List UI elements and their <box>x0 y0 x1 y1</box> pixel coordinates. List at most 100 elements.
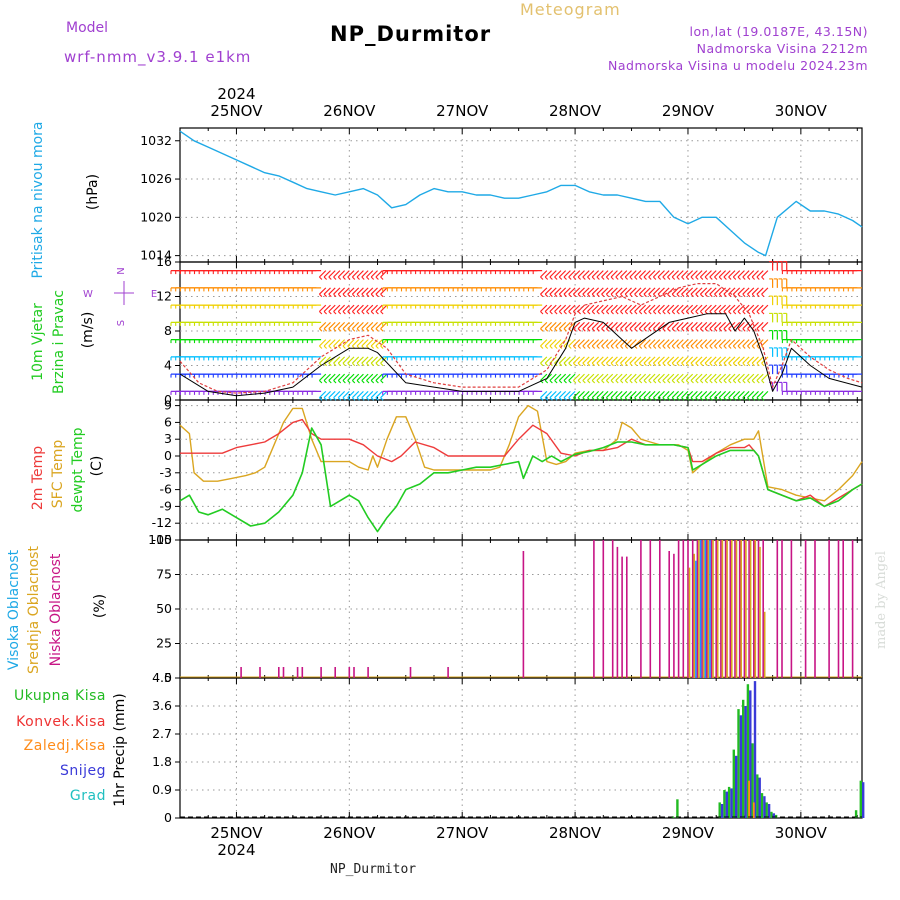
wind-barb <box>615 373 623 381</box>
wind-barb <box>629 356 637 364</box>
wind-barb <box>323 304 331 312</box>
wind-barb <box>652 287 661 295</box>
bar <box>301 667 304 678</box>
bar <box>699 540 702 678</box>
wind-barb <box>328 304 336 312</box>
wind-barb-flag <box>323 276 327 280</box>
wind-barb <box>657 321 665 330</box>
wind-barb-flag <box>714 362 718 367</box>
wind-barb-flag <box>328 380 332 384</box>
wind-barb <box>652 321 661 330</box>
wind-barb-flag <box>347 380 351 384</box>
wind-barb-flag <box>676 397 680 401</box>
wind-barb-flag <box>723 293 727 298</box>
wind-barb <box>615 390 623 399</box>
y-tick-label: 1026 <box>140 171 172 186</box>
wind-barb-flag <box>615 293 619 298</box>
wind-barb <box>714 270 722 278</box>
wind-barb <box>742 356 750 364</box>
wind-barb <box>375 356 383 364</box>
wind-barb-flag <box>356 380 360 384</box>
wind-barb-flag <box>352 397 356 401</box>
wind-barb <box>756 373 764 381</box>
bar <box>621 556 623 678</box>
wind-barb-flag <box>347 328 351 332</box>
wind-barb-flag <box>375 311 379 315</box>
wind-barb-flag <box>638 276 643 280</box>
wind-barb-flag <box>732 276 737 280</box>
wind-barb-flag <box>700 380 704 384</box>
wind-barb <box>634 287 642 295</box>
wind-barb-flag <box>737 276 741 280</box>
bar <box>759 546 761 678</box>
wind-barb <box>333 270 341 278</box>
wind-barb <box>544 287 552 295</box>
wind-barb <box>347 373 355 381</box>
bar <box>765 802 768 818</box>
bar <box>731 540 733 678</box>
wind-barb-flag <box>737 362 741 367</box>
wind-barb-flag <box>554 293 558 298</box>
wind-barb-flag <box>573 397 577 401</box>
wind-barb <box>695 390 703 399</box>
wind-barb-flag <box>333 293 337 298</box>
bar <box>730 788 733 818</box>
wind-barb-flag <box>558 380 563 384</box>
wind-barb <box>554 287 562 295</box>
wind-barb <box>563 390 571 399</box>
wind-barb <box>624 373 632 381</box>
wind-barb-flag <box>544 380 549 384</box>
wind-barb <box>662 304 670 312</box>
wind-barb <box>366 270 374 278</box>
wind-barb <box>681 321 689 330</box>
wind-barb-flag <box>606 293 610 298</box>
wind-barb-flag <box>676 311 680 315</box>
wind-barb <box>699 373 708 381</box>
wind-barb-flag <box>620 276 624 280</box>
wind-barb-flag <box>709 345 713 349</box>
wind-barb <box>596 321 604 330</box>
y-tick-label: -12 <box>152 515 172 530</box>
wind-barb <box>591 356 600 364</box>
bar <box>721 540 724 678</box>
wind-barb-flag <box>601 397 605 401</box>
wind-barb-flag <box>370 345 375 349</box>
wind-barb <box>370 287 378 295</box>
wind-barb-flag <box>577 328 581 332</box>
wind-barb <box>558 287 567 295</box>
wind-barb-flag <box>714 293 718 298</box>
wind-barb-flag <box>554 397 558 401</box>
wind-barb-flag <box>653 276 657 280</box>
wind-barb-flag <box>653 293 657 298</box>
wind-barb <box>351 373 360 381</box>
wind-barb <box>554 304 562 312</box>
wind-barb-flag <box>328 362 332 367</box>
wind-barb <box>643 304 651 312</box>
wind-barb <box>375 321 383 330</box>
wind-barb <box>742 270 750 278</box>
wind-barb-flag <box>342 345 346 349</box>
wind-barb <box>587 304 595 312</box>
precip-legend-2: Zaledj.Kisa <box>24 738 106 754</box>
wind-barb <box>667 356 675 364</box>
wind-barb-flag <box>634 397 638 401</box>
temp-title-sfc: SFC Temp <box>50 440 66 509</box>
series-niska-oblacnost <box>240 540 854 678</box>
wind-barb-flag <box>662 397 666 401</box>
wind-barb <box>610 390 618 399</box>
wind-barb <box>333 287 341 295</box>
wind-barb-flag <box>704 328 708 332</box>
wind-barb <box>657 373 665 381</box>
wind-barb <box>587 321 595 330</box>
wind-barb <box>671 356 679 364</box>
wind-barb <box>577 339 585 347</box>
wind-barb <box>704 270 712 278</box>
wind-barb-flag <box>577 311 581 315</box>
wind-barb-flag <box>568 380 572 384</box>
wind-barb <box>747 287 755 295</box>
wind-barb-flag <box>690 276 694 280</box>
wind-barb <box>624 304 632 312</box>
watermark: made by Angel <box>874 551 889 649</box>
wind-barb-flag <box>624 345 628 349</box>
wind-barb <box>366 304 374 312</box>
